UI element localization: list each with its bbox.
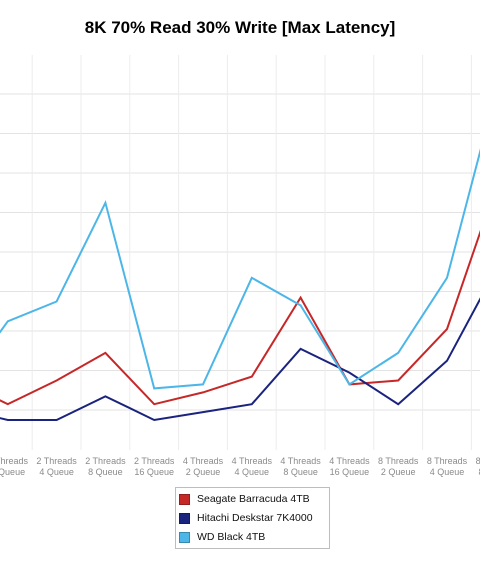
- legend-item-wd: WD Black 4TB: [179, 529, 265, 545]
- legend: Seagate Barracuda 4TB Hitachi Deskstar 7…: [175, 487, 330, 549]
- x-tick-label: 2 Queue: [381, 467, 416, 477]
- x-tick-label: 8 Queue: [88, 467, 123, 477]
- x-tick-label: 8 Threads: [427, 456, 468, 466]
- x-tick-label: 8 Threads: [378, 456, 419, 466]
- x-tick-label: 4 Queue: [430, 467, 465, 477]
- x-tick-label: 8 Queue: [479, 467, 480, 477]
- legend-label: WD Black 4TB: [197, 531, 266, 543]
- legend-item-seagate: Seagate Barracuda 4TB: [179, 491, 310, 507]
- x-tick-label: 16 Queue: [330, 467, 370, 477]
- x-tick-label: 4 Threads: [280, 456, 321, 466]
- x-tick-label: 2 Queue: [0, 467, 25, 477]
- x-tick-label: 8 Queue: [283, 467, 318, 477]
- series-line-0: [0, 229, 480, 406]
- legend-swatch: [179, 493, 190, 505]
- series-line-2: [0, 148, 480, 390]
- x-tick-label: 4 Threads: [329, 456, 370, 466]
- x-tick-label: 4 Queue: [39, 467, 74, 477]
- x-tick-label: 16 Queue: [134, 467, 174, 477]
- x-tick-label: 2 Queue: [186, 467, 221, 477]
- legend-label: Hitachi Deskstar 7K4000: [197, 512, 313, 524]
- x-tick-label: 2 Threads: [0, 456, 28, 466]
- series-line-1: [0, 297, 480, 422]
- gridlines: [0, 55, 480, 450]
- x-tick-label: 4 Threads: [183, 456, 224, 466]
- x-tick-label: 2 Threads: [85, 456, 126, 466]
- legend-swatch: [179, 512, 190, 524]
- x-tick-label: 2 Threads: [36, 456, 77, 466]
- x-tick-label: 4 Threads: [232, 456, 273, 466]
- series-lines: [0, 148, 480, 422]
- legend-label: Seagate Barracuda 4TB: [197, 493, 310, 505]
- x-tick-label: 2 Threads: [134, 456, 175, 466]
- chart-title: 8K 70% Read 30% Write [Max Latency]: [84, 18, 396, 37]
- legend-item-hitachi: Hitachi Deskstar 7K4000: [179, 510, 313, 526]
- legend-swatch: [179, 531, 190, 543]
- x-tick-label: 4 Queue: [235, 467, 270, 477]
- x-tick-label: 8 Threads: [476, 456, 480, 466]
